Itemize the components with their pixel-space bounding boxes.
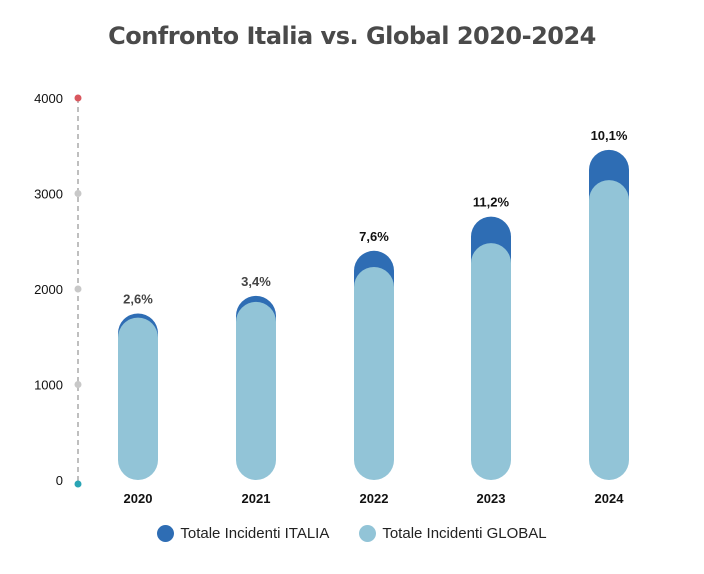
- bar-global: [354, 267, 394, 480]
- data-label: 2,6%: [123, 291, 153, 306]
- y-tick-label: 0: [56, 473, 63, 488]
- data-label: 11,2%: [473, 195, 510, 210]
- y-tick-marker: [74, 285, 82, 293]
- legend-label-italia: Totale Incidenti ITALIA: [180, 525, 330, 542]
- y-tick-label: 3000: [34, 187, 63, 202]
- y-tick-marker: [74, 381, 82, 388]
- legend-marker-global: [359, 525, 377, 542]
- x-tick-label: 2023: [477, 491, 506, 506]
- legend-item-global[interactable]: Totale Incidenti GLOBAL: [359, 525, 547, 542]
- bar-global: [471, 243, 511, 480]
- x-tick-label: 2022: [360, 491, 389, 506]
- y-tick-label: 2000: [34, 282, 63, 297]
- x-tick-label: 2020: [124, 491, 153, 506]
- x-tick-label: 2024: [595, 491, 625, 506]
- legend-item-italia[interactable]: Totale Incidenti ITALIA: [157, 525, 329, 542]
- bar-global: [589, 180, 629, 480]
- legend: Totale Incidenti ITALIA Totale Incidenti…: [0, 525, 704, 542]
- y-tick-label: 1000: [34, 378, 63, 393]
- legend-label-global: Totale Incidenti GLOBAL: [382, 525, 547, 542]
- legend-marker-italia: [157, 525, 175, 542]
- y-tick-marker: [74, 94, 82, 102]
- data-label: 3,4%: [241, 274, 271, 289]
- data-label: 10,1%: [591, 128, 628, 143]
- bar-global: [118, 317, 158, 480]
- y-tick-marker: [74, 190, 82, 197]
- y-tick-label: 4000: [34, 91, 63, 106]
- chart-title: Confronto Italia vs. Global 2020-2024: [108, 22, 596, 50]
- data-label: 7,6%: [359, 229, 389, 244]
- x-tick-label: 2021: [242, 491, 271, 506]
- y-tick-marker: [74, 480, 82, 488]
- bar-global: [236, 301, 276, 480]
